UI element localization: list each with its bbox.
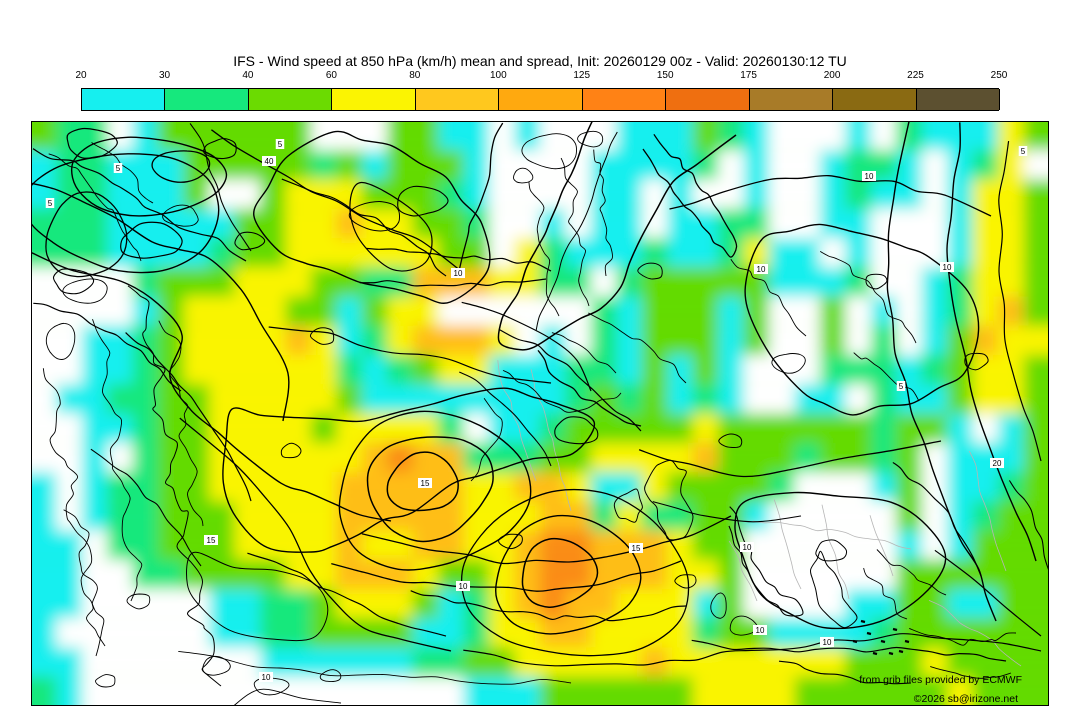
svg-text:15: 15 <box>421 479 430 488</box>
svg-text:5: 5 <box>116 164 121 173</box>
svg-text:40: 40 <box>265 157 274 166</box>
svg-text:10: 10 <box>262 673 271 682</box>
svg-text:5: 5 <box>1021 147 1026 156</box>
svg-text:10: 10 <box>459 582 468 591</box>
svg-text:10: 10 <box>865 172 874 181</box>
svg-text:10: 10 <box>943 263 952 272</box>
svg-text:5: 5 <box>899 382 904 391</box>
svg-text:20: 20 <box>993 459 1002 468</box>
svg-text:10: 10 <box>757 265 766 274</box>
svg-text:from grib files provided by EC: from grib files provided by ECMWF <box>859 674 1022 686</box>
svg-text:5: 5 <box>48 199 53 208</box>
svg-text:10: 10 <box>743 543 752 552</box>
svg-text:10: 10 <box>454 269 463 278</box>
svg-text:5: 5 <box>278 140 283 149</box>
svg-text:15: 15 <box>207 536 216 545</box>
svg-text:10: 10 <box>756 626 765 635</box>
svg-text:10: 10 <box>823 638 832 647</box>
svg-text:©2026 sb@irizone.net: ©2026 sb@irizone.net <box>914 693 1018 705</box>
svg-text:15: 15 <box>632 544 641 553</box>
